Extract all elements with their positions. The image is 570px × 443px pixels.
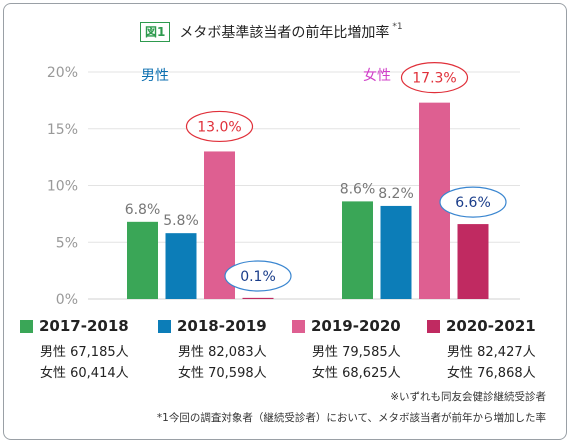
figure-title: メタボ基準該当者の前年比増加率 xyxy=(179,25,390,41)
highlight-circle-male-2020-2021 xyxy=(224,260,292,292)
figure-frame xyxy=(3,3,567,440)
legend-swatch-2018-2019 xyxy=(158,319,171,333)
legend-label-2020-2021: 2020-2021 xyxy=(446,317,536,335)
bar-male-2018-2019 xyxy=(165,233,197,299)
count-male-2020-2021: 男性 82,427人 xyxy=(447,345,536,360)
y-tick-label: 0% xyxy=(56,292,78,308)
legend-swatch-2017-2018 xyxy=(20,319,33,333)
count-female-2017-2018: 女性 60,414人 xyxy=(40,366,129,381)
count-female-2020-2021: 女性 76,868人 xyxy=(447,366,536,381)
note-definition: *1今回の調査対象者（継続受診者）において、メタボ該当者が前年から増加した率 xyxy=(156,412,546,424)
value-label-female-2018-2019: 8.2% xyxy=(378,186,414,202)
legend-item-2018-2019: 2018-2019 xyxy=(158,317,267,335)
legend-item-2017-2018: 2017-2018 xyxy=(20,317,129,335)
legend-item-2020-2021: 2020-2021 xyxy=(427,317,536,335)
highlight-circle-female-2020-2021 xyxy=(439,186,507,218)
bar-female-2018-2019 xyxy=(380,205,412,299)
note-continuous-examinees: ※いずれも同友会健診継続受診者 xyxy=(390,391,546,403)
value-label-female-2017-2018: 8.6% xyxy=(340,181,376,197)
bar-female-2017-2018 xyxy=(342,201,373,299)
category-label-male: 男性 xyxy=(141,68,169,84)
count-male-2018-2019: 男性 82,083人 xyxy=(178,345,267,360)
value-label-male-2019-2020: 13.0% xyxy=(197,119,241,135)
value-label-male-2020-2021: 0.1% xyxy=(240,269,276,285)
legend-item-2019-2020: 2019-2020 xyxy=(292,317,401,335)
y-tick-label: 20% xyxy=(47,65,78,81)
figure-badge: 図1 xyxy=(140,22,171,42)
count-female-2019-2020: 女性 68,625人 xyxy=(312,366,401,381)
legend-swatch-2019-2020 xyxy=(292,319,305,333)
bar-male-2017-2018 xyxy=(127,221,158,299)
value-label-female-2020-2021: 6.6% xyxy=(455,195,491,211)
count-female-2018-2019: 女性 70,598人 xyxy=(178,366,267,381)
legend-label-2017-2018: 2017-2018 xyxy=(39,317,129,335)
value-label-male-2017-2018: 6.8% xyxy=(125,202,161,218)
count-male-2017-2018: 男性 67,185人 xyxy=(40,345,129,360)
legend-swatch-2020-2021 xyxy=(427,319,440,333)
bar-male-2020-2021 xyxy=(242,297,274,299)
figure-title-row: 図1 メタボ基準該当者の前年比増加率 *1 xyxy=(140,20,403,44)
bar-female-2020-2021 xyxy=(457,224,489,299)
y-tick-label: 15% xyxy=(47,122,78,138)
legend-label-2019-2020: 2019-2020 xyxy=(311,317,401,335)
value-label-female-2019-2020: 17.3% xyxy=(412,71,456,87)
y-tick-label: 5% xyxy=(56,235,78,251)
highlight-circle-female-2019-2020 xyxy=(400,62,469,94)
y-tick-label: 10% xyxy=(47,179,78,195)
category-label-female: 女性 xyxy=(363,67,391,84)
count-male-2019-2020: 男性 79,585人 xyxy=(312,345,401,360)
legend-label-2018-2019: 2018-2019 xyxy=(177,317,267,335)
value-label-male-2018-2019: 5.8% xyxy=(163,213,199,229)
highlight-circle-male-2019-2020 xyxy=(185,110,254,143)
title-footnote-mark: *1 xyxy=(392,22,403,32)
